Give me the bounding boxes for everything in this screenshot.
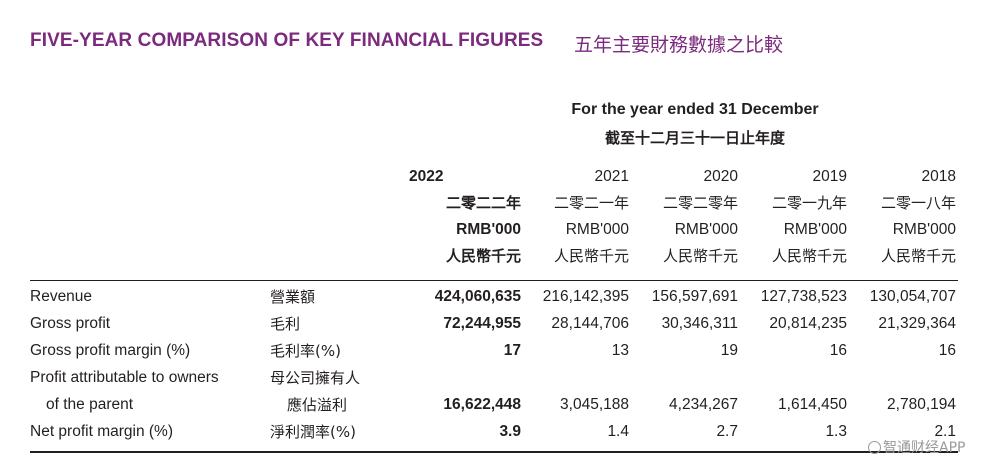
cell-value: 127,738,523 [760,288,847,305]
column-year-zh: 二零二零年 [662,194,738,212]
cell-value: 3.9 [499,423,521,440]
cell-value: 72,244,955 [443,315,521,332]
column-year-zh: 二零一九年 [771,194,847,212]
column-unit-zh: 人民幣千元 [771,247,847,265]
row-label-en: Profit attributable to owners [30,369,219,386]
column-unit-zh: 人民幣千元 [553,247,629,265]
column-unit-zh: 人民幣千元 [445,247,521,265]
column-year: 2018 [921,168,956,185]
period-zh: 截至十二月三十一日止年度 [604,129,785,147]
row-label-en: Gross profit margin (%) [30,342,191,359]
cell-value: 20,814,235 [769,315,847,332]
cell-value: 13 [611,342,629,359]
cell-value: 2,780,194 [887,396,956,413]
cell-value: 216,142,395 [542,288,629,305]
table-top-rule [30,280,958,281]
title-zh: 五年主要財務數據之比較 [574,34,784,56]
column-year: 2020 [703,168,738,185]
cell-value: 130,054,707 [869,288,956,305]
cell-value: 424,060,635 [434,288,521,305]
column-unit: RMB'000 [565,221,629,238]
period-en: For the year ended 31 December [571,101,819,118]
cell-value: 1.4 [607,423,629,440]
title-en: FIVE-YEAR COMPARISON OF KEY FINANCIAL FI… [30,30,544,51]
cell-value: 4,234,267 [669,396,738,413]
table-bottom-rule [30,451,958,453]
cell-value: 17 [503,342,521,359]
watermark-text: 智通财经APP [883,440,966,456]
row-label-en-line2: of the parent [46,396,134,413]
watermark: 智通财经APP [868,437,965,457]
column-unit: RMB'000 [892,221,956,238]
cell-value: 16 [938,342,956,359]
cell-value: 1.3 [825,423,847,440]
row-label-zh: 毛利率(%) [270,342,341,360]
cell-value: 2.1 [934,423,956,440]
cell-value: 28,144,706 [551,315,629,332]
column-year-zh: 二零二二年 [445,194,521,212]
watermark-logo-icon [868,441,881,454]
cell-value: 19 [720,342,738,359]
column-year-zh: 二零二一年 [553,194,629,212]
cell-value: 2.7 [716,423,738,440]
column-unit: RMB'000 [674,221,738,238]
row-label-zh: 營業額 [270,288,316,306]
column-unit-zh: 人民幣千元 [880,247,956,265]
row-label-en: Net profit margin (%) [30,423,173,440]
row-label-zh: 毛利 [270,315,301,333]
row-label-zh: 母公司擁有人 [270,369,361,387]
column-unit: RMB'000 [456,221,521,238]
column-year-zh: 二零一八年 [880,194,956,212]
column-unit-zh: 人民幣千元 [662,247,738,265]
cell-value: 21,329,364 [878,315,956,332]
cell-value: 16 [829,342,847,359]
row-label-zh: 淨利潤率(%) [270,423,356,441]
row-label-en: Gross profit [30,315,111,332]
column-unit: RMB'000 [783,221,847,238]
cell-value: 1,614,450 [778,396,847,413]
column-year: 2022 [409,168,444,185]
column-year: 2019 [812,168,847,185]
cell-value: 16,622,448 [443,396,521,413]
row-label-en: Revenue [30,288,93,305]
row-label-zh-line2: 應佔溢利 [287,396,348,414]
cell-value: 156,597,691 [651,288,738,305]
column-year: 2021 [594,168,629,185]
cell-value: 30,346,311 [661,315,738,332]
cell-value: 3,045,188 [560,396,629,413]
